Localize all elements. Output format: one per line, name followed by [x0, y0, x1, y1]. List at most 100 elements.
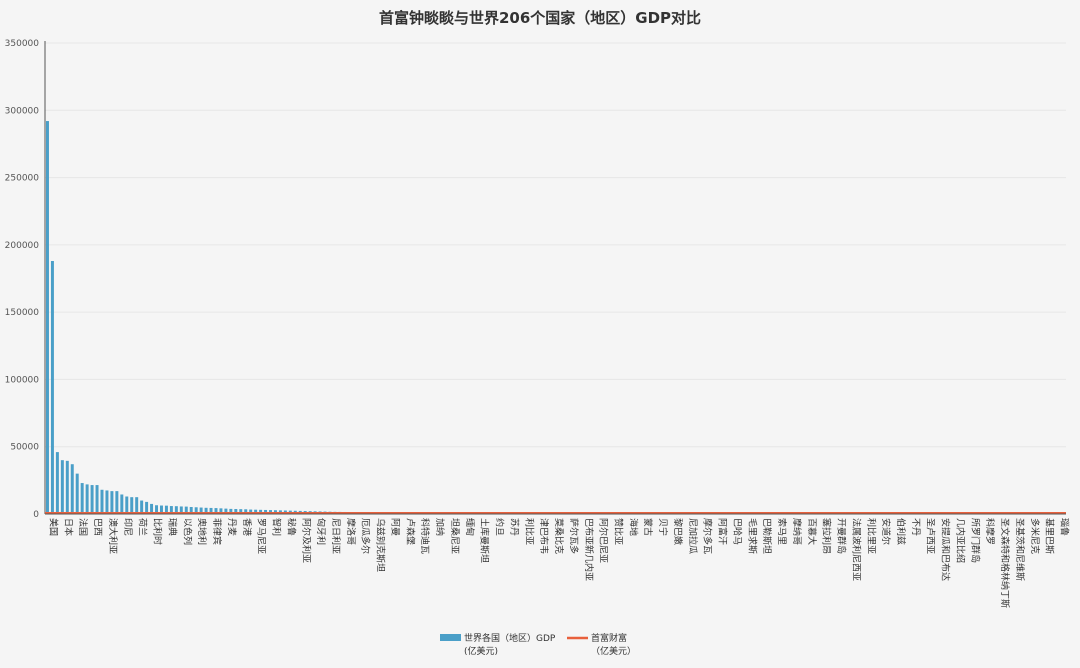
bar [85, 484, 89, 514]
x-tick-label: 卢森堡 [404, 518, 416, 545]
x-tick-label: 不丹 [910, 518, 921, 536]
x-tick-label: 厄瓜多尔 [360, 518, 372, 554]
bar [259, 509, 263, 514]
bar [219, 508, 223, 514]
x-tick-label: 圣基茨和尼维斯 [1014, 518, 1026, 581]
x-tick-label: 坦桑尼亚 [449, 518, 460, 554]
x-tick-label: 萨尔瓦多 [568, 518, 580, 554]
y-tick-label: 250000 [5, 174, 40, 184]
bar [135, 497, 139, 514]
x-tick-label: 利比亚 [523, 518, 535, 545]
bar [244, 509, 248, 514]
bar [194, 507, 198, 514]
x-tick-label: 百慕大 [806, 518, 818, 545]
bar [125, 496, 129, 514]
x-tick-label: 利比里亚 [865, 518, 877, 554]
bar [115, 491, 119, 514]
y-tick-label: 200000 [5, 241, 40, 251]
x-tick-label: 摩尔多瓦 [702, 518, 714, 554]
bar [184, 506, 188, 514]
legend-bar-label: 世界各国（地区）GDP [464, 632, 556, 644]
legend-bar-swatch [440, 634, 461, 641]
x-tick-label: 巴布亚新几内亚 [583, 518, 595, 581]
bar [90, 485, 94, 514]
x-tick-label: 阿富汗 [717, 518, 729, 545]
x-tick-label: 赞比亚 [612, 518, 624, 545]
bar [120, 494, 124, 514]
bar [174, 506, 178, 514]
x-tick-label: 摩洛哥 [345, 518, 357, 545]
bar [224, 508, 228, 514]
bar [239, 509, 243, 514]
x-tick-label: 津巴布韦 [538, 518, 550, 554]
legend: 世界各国（地区）GDP (亿美元) 首富财富 （亿美元） [440, 632, 636, 657]
bar [60, 460, 64, 514]
legend-bar-unit: (亿美元) [464, 645, 498, 657]
x-tick-label: 巴勒斯坦 [761, 518, 773, 554]
bar [150, 503, 154, 514]
x-tick-label: 苏丹 [508, 518, 520, 536]
y-tick-label: 150000 [5, 308, 40, 318]
bar [65, 460, 69, 514]
x-tick-label: 伯利兹 [895, 518, 907, 545]
bar [110, 491, 114, 514]
x-tick-label: 法属波利尼西亚 [850, 518, 862, 581]
x-tick-label: 塞拉利昂 [821, 518, 833, 554]
bar [145, 501, 149, 514]
bar [234, 509, 238, 514]
bar [75, 473, 79, 514]
chart-title: 首富钟睒睒与世界206个国家（地区）GDP对比 [379, 9, 701, 27]
bar [254, 509, 258, 514]
x-tick-label: 法国 [77, 518, 89, 536]
bar [164, 505, 168, 514]
bar [159, 505, 163, 514]
x-tick-label: 黎巴嫩 [672, 518, 684, 545]
x-tick-label: 圣文森特和格林纳丁斯 [999, 518, 1011, 608]
bar [130, 497, 134, 514]
bar [199, 507, 203, 514]
y-axis: 0 50000 100000 150000 200000 250000 300000 3500… [5, 39, 46, 520]
x-tick-label: 罗马尼亚 [256, 518, 267, 554]
x-tick-label: 巴哈马 [731, 518, 743, 545]
bar [55, 452, 59, 514]
bar-series [45, 121, 1080, 515]
x-tick-label: 土库曼斯坦 [479, 518, 491, 563]
x-tick-label: 比利时 [152, 518, 164, 545]
x-tick-label: 安提瓜和巴布达 [940, 518, 952, 581]
grid-lines [45, 42, 1066, 448]
x-tick-label: 缅甸 [464, 518, 476, 536]
x-tick-label: 蒙古 [642, 518, 654, 536]
bar [45, 121, 49, 515]
bar [249, 509, 253, 514]
x-tick-label: 海地 [627, 518, 639, 536]
x-tick-label: 巴西 [92, 518, 103, 536]
bar [140, 500, 144, 514]
x-tick-label: 乌兹别克斯坦 [375, 518, 387, 572]
x-tick-label: 安道尔 [880, 518, 892, 545]
x-tick-label: 阿尔巴尼亚 [598, 518, 610, 563]
x-tick-label: 以色列 [181, 518, 193, 545]
bar [229, 508, 233, 514]
y-tick-label: 50000 [10, 443, 39, 453]
x-axis: 美国 日本 法国 巴西 澳大利亚 印尼 荷兰 比利时 瑞典 以色列 奥地利 菲律宾 丹麦 香港 罗马尼亚 智利… [45, 513, 1071, 608]
x-tick-label: 所罗门群岛 [969, 518, 981, 563]
x-tick-label: 澳大利亚 [107, 518, 119, 554]
x-tick-label: 科摩罗 [984, 518, 996, 545]
x-tick-label: 索马里 [776, 518, 788, 545]
bar [105, 490, 109, 514]
x-tick-label: 贝宁 [657, 518, 669, 536]
x-tick-label: 莫桑比克 [553, 518, 565, 554]
x-tick-label: 尼日利亚 [330, 518, 342, 554]
bar [80, 483, 84, 514]
x-tick-label: 瑙鲁 [1059, 518, 1071, 536]
x-tick-label: 圣卢西亚 [925, 518, 937, 554]
x-tick-label: 日本 [62, 518, 74, 536]
x-tick-label: 荷兰 [137, 518, 149, 536]
x-tick-label: 约旦 [494, 518, 506, 536]
x-tick-label: 香港 [241, 518, 253, 536]
x-tick-label: 开曼群岛 [836, 518, 848, 554]
bar [214, 508, 218, 514]
x-tick-label: 尼加拉瓜 [687, 518, 699, 554]
bar [50, 261, 54, 514]
